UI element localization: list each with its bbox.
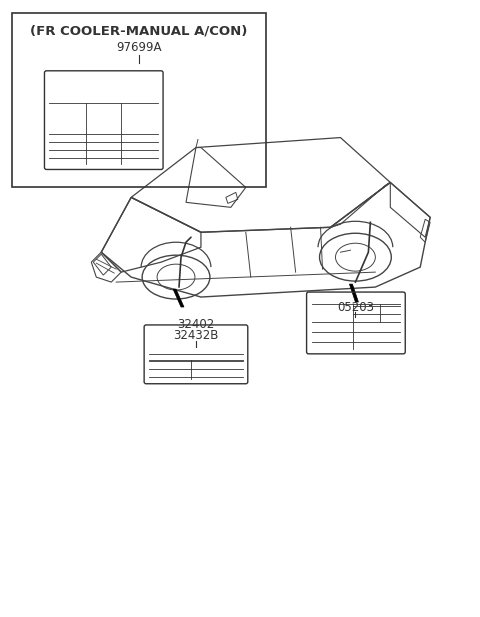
Text: 97699A: 97699A	[116, 41, 161, 54]
Text: 05203: 05203	[337, 300, 374, 313]
Text: 32402: 32402	[177, 318, 215, 331]
Polygon shape	[173, 289, 184, 307]
Text: 32432B: 32432B	[173, 329, 219, 342]
Text: (FR COOLER-MANUAL A/CON): (FR COOLER-MANUAL A/CON)	[30, 25, 247, 38]
Polygon shape	[349, 284, 359, 302]
Bar	[12, 13, 266, 188]
